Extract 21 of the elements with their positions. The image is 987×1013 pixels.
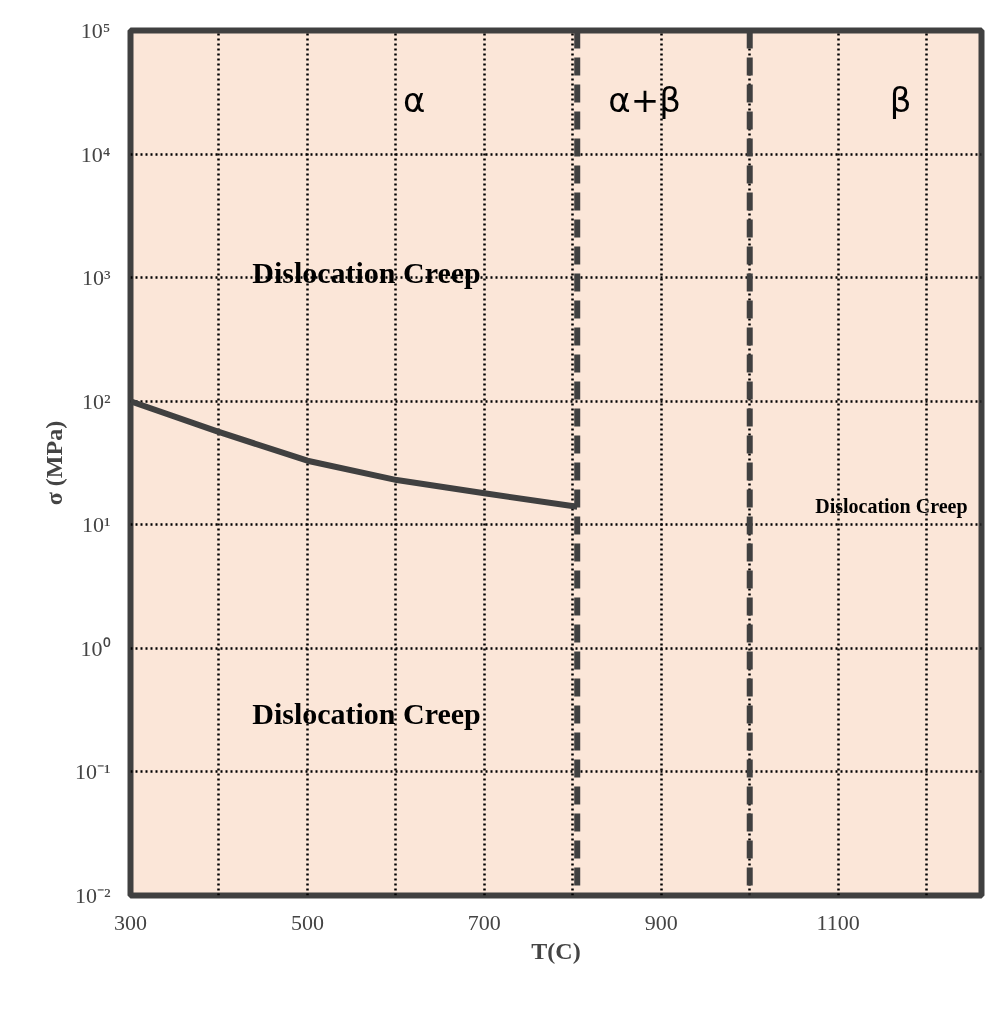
x-tick-label: 500 (290, 909, 324, 935)
y-axis-title: σ (MPa) (40, 420, 67, 506)
y-tick-label: 10⁻² (74, 883, 111, 908)
annotation: α+β (608, 79, 681, 120)
y-tick-label: 10⁵ (80, 18, 111, 43)
annotation: Dislocation Creep (815, 495, 968, 519)
x-tick-label: 900 (644, 909, 678, 935)
y-tick-label: 10⁰ (80, 635, 111, 661)
annotation: β (889, 79, 912, 120)
y-tick-label: 10² (81, 388, 111, 414)
y-tick-label: 10⁻¹ (74, 759, 111, 785)
x-tick-label: 700 (467, 909, 501, 935)
annotation: Dislocation Creep (252, 697, 481, 731)
annotation: Dislocation Creep (252, 256, 481, 290)
y-tick-label: 10³ (81, 265, 111, 291)
x-tick-label: 300 (114, 909, 147, 935)
annotation: α (403, 79, 426, 120)
x-tick-label: 1100 (816, 909, 860, 935)
x-axis-title: T(C) (531, 937, 581, 964)
y-tick-label: 10¹ (81, 512, 111, 538)
y-tick-label: 10⁴ (80, 141, 111, 167)
